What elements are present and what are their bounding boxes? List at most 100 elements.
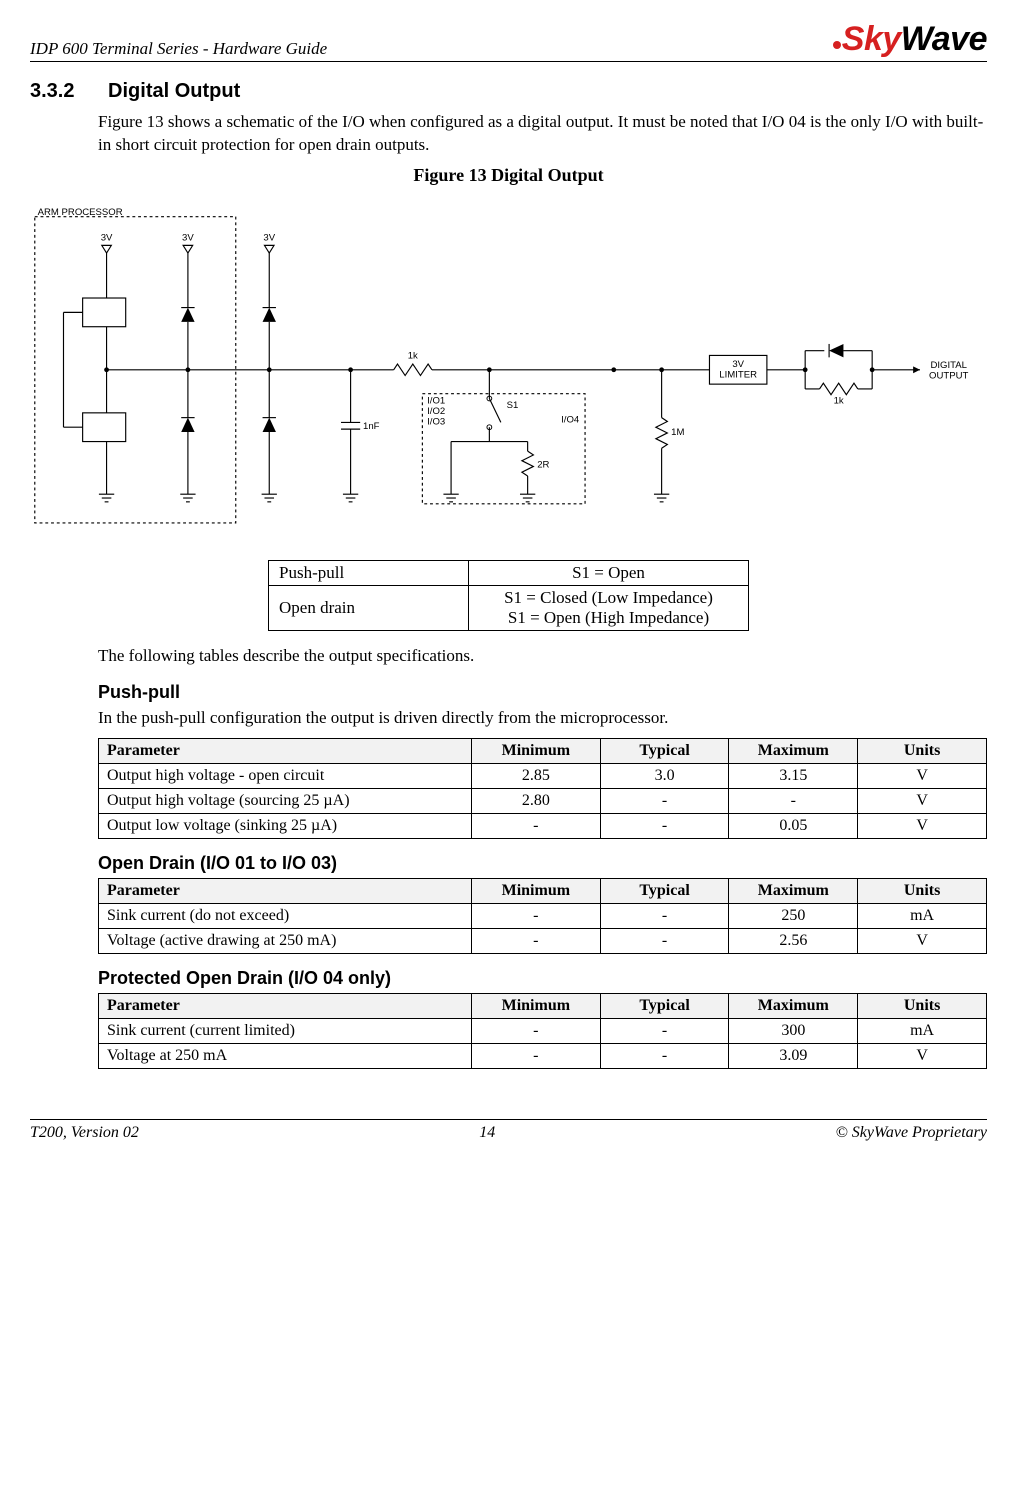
svg-text:DIGITAL: DIGITAL — [930, 360, 966, 371]
arm-label: ARM PROCESSOR — [38, 207, 123, 218]
col-header: Parameter — [99, 878, 472, 903]
spec-cell: - — [471, 1043, 600, 1068]
footer-right: © SkyWave Proprietary — [836, 1124, 987, 1142]
footer-page: 14 — [479, 1124, 495, 1142]
section-title: Digital Output — [108, 80, 240, 102]
mosfet-pair — [63, 298, 269, 502]
spec-cell: V — [858, 763, 987, 788]
col-header: Maximum — [729, 993, 858, 1018]
col-header: Units — [858, 738, 987, 763]
spec-cell: Voltage at 250 mA — [99, 1043, 472, 1068]
col-header: Maximum — [729, 738, 858, 763]
spec-cell: - — [600, 788, 729, 813]
spec-row: Output high voltage - open circuit2.853.… — [99, 763, 987, 788]
spec-cell: 300 — [729, 1018, 858, 1043]
state-cell: S1 = Open — [469, 560, 749, 585]
col-header: Minimum — [471, 993, 600, 1018]
spec-cell: - — [471, 903, 600, 928]
svg-text:I/O3: I/O3 — [427, 416, 445, 427]
mode-cell: Open drain — [269, 585, 469, 630]
logo: SkyWave — [832, 20, 987, 59]
opendrain-table: ParameterMinimumTypicalMaximumUnits Sink… — [98, 878, 987, 954]
svg-text:1k: 1k — [408, 350, 418, 361]
spec-cell: - — [600, 928, 729, 953]
page-header: IDP 600 Terminal Series - Hardware Guide… — [30, 20, 987, 62]
col-header: Typical — [600, 878, 729, 903]
spec-cell: 3.0 — [600, 763, 729, 788]
col-header: Typical — [600, 738, 729, 763]
spec-cell: - — [600, 1043, 729, 1068]
spec-cell: V — [858, 788, 987, 813]
tables-intro: The following tables describe the output… — [98, 645, 987, 668]
mode-row: Push-pullS1 = Open — [269, 560, 749, 585]
svg-text:3V: 3V — [732, 359, 744, 370]
spec-cell: - — [600, 813, 729, 838]
svg-text:3V: 3V — [182, 232, 194, 243]
protected-table: ParameterMinimumTypicalMaximumUnits Sink… — [98, 993, 987, 1069]
spec-cell: Output high voltage (sourcing 25 µA) — [99, 788, 472, 813]
svg-text:LIMITER: LIMITER — [719, 369, 757, 380]
col-header: Parameter — [99, 993, 472, 1018]
logo-sky: Sky — [842, 20, 901, 59]
digital-output-schematic: .l { stroke:#000; stroke-width:1.2; fill… — [30, 190, 987, 540]
spec-cell: Sink current (do not exceed) — [99, 903, 472, 928]
spec-cell: 250 — [729, 903, 858, 928]
opendrain-heading: Open Drain (I/O 01 to I/O 03) — [98, 853, 987, 874]
spec-cell: V — [858, 928, 987, 953]
section-intro: Figure 13 shows a schematic of the I/O w… — [98, 111, 987, 157]
col-header: Minimum — [471, 738, 600, 763]
svg-text:3V: 3V — [263, 232, 275, 243]
spec-row: Voltage (active drawing at 250 mA)--2.56… — [99, 928, 987, 953]
spec-cell: - — [471, 1018, 600, 1043]
footer-left: T200, Version 02 — [30, 1124, 139, 1142]
section-heading: 3.3.2 Digital Output — [30, 80, 987, 103]
figure-caption: Figure 13 Digital Output — [30, 165, 987, 186]
spec-cell: - — [471, 813, 600, 838]
svg-text:2R: 2R — [537, 459, 549, 470]
svg-text:1k: 1k — [834, 395, 844, 406]
pushpull-intro: In the push-pull configuration the outpu… — [98, 707, 987, 730]
protected-heading: Protected Open Drain (I/O 04 only) — [98, 968, 987, 989]
spec-cell: 0.05 — [729, 813, 858, 838]
mode-cell: Push-pull — [269, 560, 469, 585]
col-header: Units — [858, 993, 987, 1018]
spec-cell: - — [600, 903, 729, 928]
page-footer: T200, Version 02 14 © SkyWave Proprietar… — [30, 1119, 987, 1142]
svg-text:3V: 3V — [101, 232, 113, 243]
spec-row: Voltage at 250 mA--3.09V — [99, 1043, 987, 1068]
spec-cell: - — [729, 788, 858, 813]
col-header: Maximum — [729, 878, 858, 903]
spec-cell: 2.85 — [471, 763, 600, 788]
spec-cell: 2.56 — [729, 928, 858, 953]
rail-2: 3V — [263, 232, 275, 307]
spec-cell: Sink current (current limited) — [99, 1018, 472, 1043]
spec-cell: - — [600, 1018, 729, 1043]
logo-dot-icon — [832, 40, 842, 50]
rail-0: 3V — [101, 232, 113, 297]
spec-cell: 3.09 — [729, 1043, 858, 1068]
state-cell: S1 = Closed (Low Impedance)S1 = Open (Hi… — [469, 585, 749, 630]
spec-cell: V — [858, 1043, 987, 1068]
spec-cell: V — [858, 813, 987, 838]
col-header: Typical — [600, 993, 729, 1018]
mode-table: Push-pullS1 = OpenOpen drainS1 = Closed … — [268, 560, 749, 631]
rail-1: 3V — [182, 232, 194, 307]
spec-row: Sink current (do not exceed)--250mA — [99, 903, 987, 928]
svg-text:I/O2: I/O2 — [427, 406, 445, 417]
svg-text:I/O4: I/O4 — [561, 414, 580, 425]
diode-col-3 — [262, 307, 277, 501]
col-header: Minimum — [471, 878, 600, 903]
svg-text:OUTPUT: OUTPUT — [929, 370, 968, 381]
logo-wave: Wave — [901, 20, 987, 59]
spec-row: Output high voltage (sourcing 25 µA)2.80… — [99, 788, 987, 813]
svg-text:S1: S1 — [507, 400, 519, 411]
diode-col-2 — [180, 307, 195, 501]
svg-text:1M: 1M — [671, 427, 684, 438]
svg-text:1nF: 1nF — [363, 421, 380, 432]
mode-row: Open drainS1 = Closed (Low Impedance)S1 … — [269, 585, 749, 630]
spec-cell: - — [471, 928, 600, 953]
section-number: 3.3.2 — [30, 80, 74, 102]
pushpull-table: ParameterMinimumTypicalMaximumUnits Outp… — [98, 738, 987, 839]
doc-title: IDP 600 Terminal Series - Hardware Guide — [30, 39, 327, 59]
spec-cell: 3.15 — [729, 763, 858, 788]
